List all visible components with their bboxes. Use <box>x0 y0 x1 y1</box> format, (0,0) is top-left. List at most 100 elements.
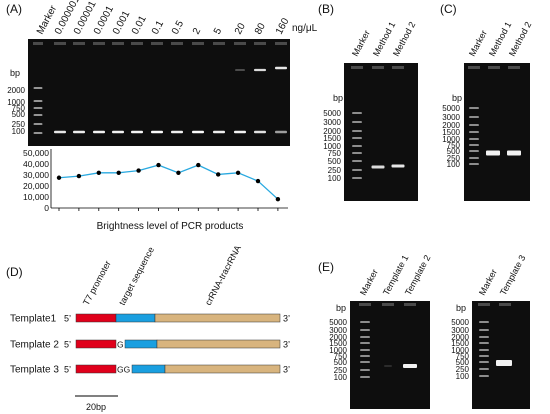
gel-a-product-band <box>192 130 204 134</box>
gel-a-lane-label: 80 <box>253 21 268 36</box>
gel-c-ladder-band <box>469 124 479 126</box>
gel-a-well <box>73 42 85 45</box>
gel-b-ladder-band <box>352 169 362 171</box>
gel-e1-ladder-band <box>360 376 370 378</box>
chart-y-tick-label: 50,000 <box>23 148 49 158</box>
gel-c-ladder-label: 1000 <box>442 135 460 144</box>
gel-b-ladder-band <box>352 177 362 179</box>
gel-a-well <box>171 42 183 45</box>
gel-a-high-band <box>254 68 266 72</box>
crrna-tracrrna-segment <box>156 339 281 349</box>
gel-b-lane-label: Marker <box>350 29 372 58</box>
gel-e1-ladder-label: 500 <box>334 358 348 367</box>
gel-e1-well <box>404 303 416 306</box>
gel-e2-ladder-label: 250 <box>456 365 470 374</box>
chart-point <box>116 170 121 175</box>
gel-e1-ladder-band <box>360 329 370 331</box>
gel-a-well <box>33 42 43 45</box>
gel-a-unit-label: ng/μL <box>292 23 318 34</box>
gel-e2-bands <box>478 303 512 377</box>
target-sequence-segment <box>115 313 156 323</box>
gel-e2-ladder-label: 1000 <box>451 346 469 355</box>
gel-c-ladder-label: 250 <box>447 154 461 163</box>
template-name: Template1 <box>10 314 57 325</box>
gel-a-well <box>275 42 287 45</box>
gel-b-ladder-label: 1500 <box>323 134 341 143</box>
chart-point <box>56 175 62 180</box>
template-name: Template 2 <box>10 340 59 351</box>
gel-c-ladder-band <box>469 131 479 133</box>
gel-c-bp-label: bp <box>452 93 462 103</box>
gel-b-bands <box>351 66 405 179</box>
chart-y-tick-label: 40,000 <box>23 159 49 169</box>
gel-a-product-band <box>93 130 105 134</box>
gel-e2-ladder-label: 100 <box>456 372 470 381</box>
gel-a-image <box>28 39 290 146</box>
gel-e1-ladder-band <box>360 321 370 323</box>
panel-c-label: (C) <box>440 2 457 16</box>
gel-a-lane-label: 0.5 <box>170 19 186 37</box>
gel-a-lane-label: 0.1 <box>150 19 166 37</box>
gel-c-ladder-label: 500 <box>447 147 461 156</box>
gel-e2-bp-label: bp <box>456 303 466 313</box>
panel-b-label: (B) <box>318 2 334 16</box>
chart-point <box>196 162 201 168</box>
gel-e1-ladder-label: 1000 <box>329 346 347 355</box>
gel-a-ladder-label: 500 <box>12 110 26 119</box>
gel-b-ladder-label: 1000 <box>323 142 341 151</box>
chart-point <box>136 168 141 173</box>
gel-e2-ladder-band <box>479 368 489 370</box>
chart-series-line <box>58 164 279 200</box>
gel-a-ladder-band <box>33 87 43 89</box>
gel-b-ladder-band <box>352 112 362 114</box>
gel-b-ladder-band <box>352 152 362 154</box>
gel-e2-lane-labels: Marker Template 3 <box>477 253 528 297</box>
gel-e1-product-band <box>403 364 417 368</box>
gel-e2-lane-label: Template 3 <box>498 253 528 297</box>
five-prime-label: 5’ <box>64 314 71 324</box>
gel-a-ladder-band <box>33 132 43 134</box>
gel-c-ladder-band <box>469 163 479 165</box>
gel-e1-bp-label: bp <box>336 303 346 313</box>
gel-e2-ladder-band <box>479 349 489 351</box>
gel-a-product-band <box>213 130 225 134</box>
g-insert-label: GG <box>117 365 130 375</box>
crrna-tracrrna-segment <box>154 313 281 323</box>
gel-e1-ladder-label: 5000 <box>329 318 347 327</box>
gel-e1-well <box>359 303 371 306</box>
gel-a-ladder-label: 100 <box>12 127 26 136</box>
gel-a-ladder-band <box>33 114 43 116</box>
gel-c-ladder-label: 5000 <box>442 104 460 113</box>
gel-a-lane-label: 0.01 <box>130 14 149 37</box>
gel-a-well <box>254 42 266 45</box>
crrna-tracrrna-segment <box>164 364 281 374</box>
gel-a-lane-label: 160 <box>274 16 292 36</box>
gel-e1-faint-band <box>384 365 392 367</box>
chart-point <box>275 197 281 202</box>
panel-a: (A) Marker 0.0000010.000010.00010.0010.0… <box>6 0 318 146</box>
chart-y-tick-label: 20,000 <box>23 181 49 191</box>
gel-a-product-band <box>112 130 124 134</box>
gel-a-bands <box>33 42 287 134</box>
gel-a-well <box>151 42 163 45</box>
gel-a-product-band <box>234 130 246 134</box>
gel-a-ladder-band <box>33 100 43 102</box>
gel-e2-ladder-band <box>479 375 489 377</box>
gel-e1-ladder-label: 100 <box>334 373 348 382</box>
gel-b-well <box>351 66 363 69</box>
gel-c-well <box>508 66 520 69</box>
header-crrna-tracrrna: crRNA-tracrRNA <box>203 244 243 307</box>
gel-c-ladder-label: 3000 <box>442 113 460 122</box>
target-sequence-segment <box>131 364 166 374</box>
gel-b-ladder-label: 2000 <box>323 127 341 136</box>
gel-b-product-band <box>391 164 405 168</box>
gel-e2-ladder-band <box>479 355 489 357</box>
gel-c-ladder-band <box>469 107 479 109</box>
chart-point <box>76 173 82 179</box>
